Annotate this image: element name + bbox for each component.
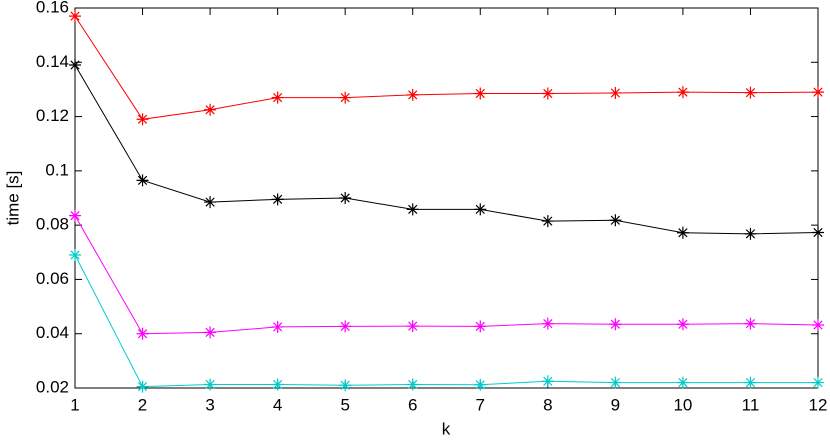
marker [204, 326, 217, 339]
marker [474, 320, 487, 333]
marker [69, 59, 81, 71]
marker [676, 226, 689, 239]
marker [812, 376, 824, 389]
marker [609, 86, 622, 99]
y-tick-label: 0.02 [36, 377, 69, 396]
marker [474, 203, 487, 216]
marker [474, 378, 487, 391]
x-tick-label: 12 [809, 395, 828, 414]
x-tick-label: 1 [70, 395, 79, 414]
marker [474, 87, 487, 100]
marker [812, 86, 824, 99]
y-tick-label: 0.1 [45, 160, 69, 179]
series-line [74, 215, 819, 335]
marker [744, 86, 757, 99]
marker [339, 91, 352, 104]
y-tick-label: 0.16 [36, 0, 69, 16]
marker [339, 379, 352, 392]
marker [541, 317, 554, 330]
marker [744, 317, 757, 330]
marker [609, 376, 622, 389]
x-tick-label: 10 [673, 395, 692, 414]
marker [676, 86, 689, 99]
marker [744, 376, 757, 389]
marker [136, 113, 149, 126]
marker [271, 193, 284, 206]
marker [541, 87, 554, 100]
marker [69, 209, 81, 222]
marker [609, 214, 622, 227]
marker [812, 226, 824, 239]
marker [812, 319, 824, 332]
x-tick-label: 7 [476, 395, 485, 414]
marker [339, 320, 352, 333]
marker [69, 10, 81, 23]
series-line [74, 254, 818, 388]
marker [609, 318, 622, 331]
marker [271, 378, 284, 391]
marker [204, 196, 217, 209]
x-tick-label: 9 [611, 395, 620, 414]
x-tick-label: 8 [543, 395, 552, 414]
y-tick-label: 0.06 [36, 269, 69, 288]
y-tick-label: 0.08 [36, 215, 69, 234]
marker [339, 192, 352, 204]
x-tick-label: 4 [273, 395, 282, 414]
marker [136, 327, 149, 340]
marker [69, 249, 81, 261]
y-tick-label: 0.04 [36, 323, 69, 342]
marker [676, 318, 689, 331]
y-tick-label: 0.14 [36, 52, 69, 71]
y-axis-label: time [s] [3, 171, 22, 226]
marker [406, 203, 419, 216]
marker [406, 88, 419, 101]
marker [541, 215, 554, 228]
series-line [74, 15, 819, 120]
marker [271, 320, 284, 333]
marker [136, 174, 149, 187]
marker [541, 375, 554, 388]
marker [406, 378, 419, 391]
x-axis-label: k [442, 419, 451, 438]
marker [406, 320, 419, 333]
x-tick-label: 5 [340, 395, 349, 414]
marker [136, 380, 149, 393]
marker [676, 376, 689, 389]
plot-box [74, 7, 819, 389]
x-tick-label: 2 [138, 395, 147, 414]
x-tick-label: 6 [408, 395, 417, 414]
x-tick-label: 3 [205, 395, 214, 414]
series-line [74, 64, 819, 235]
y-tick-label: 0.12 [36, 106, 69, 125]
marker [744, 227, 757, 240]
marker [271, 91, 284, 104]
marker [204, 103, 217, 116]
marker [204, 378, 217, 391]
x-tick-label: 11 [742, 395, 760, 414]
